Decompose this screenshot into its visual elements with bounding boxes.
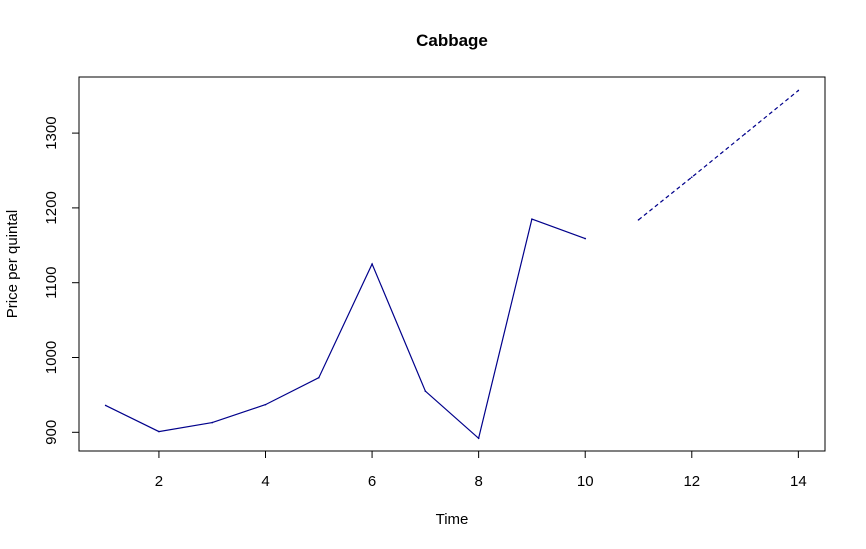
x-tick-label: 12 [683,473,700,490]
y-axis: 900 1000 1100 1200 1300 [43,116,80,445]
x-axis-label: Time [436,511,469,528]
x-tick-label: 6 [368,473,376,490]
y-tick-label: 1100 [43,267,60,299]
data-point [104,404,107,407]
y-tick-label: 1200 [43,191,60,224]
plot-frame [78,76,826,452]
y-tick-label: 1300 [43,116,60,149]
data-point [317,376,320,379]
x-tick-label: 4 [261,473,269,490]
forecast-line [638,90,799,221]
data-point [211,421,214,424]
data-point [637,219,640,221]
data-point [424,390,427,392]
x-tick-label: 10 [577,473,594,490]
price-line [105,218,586,440]
data-point [744,133,746,135]
x-axis: 2 4 6 8 10 12 14 [155,450,807,490]
data-point [371,263,373,265]
y-tick-label: 1000 [43,341,60,374]
data-point [158,430,160,433]
x-tick-label: 2 [155,473,163,490]
data-point [584,237,587,240]
data-point [531,218,533,220]
y-axis-label: Price per quintal [4,210,21,318]
data-point [690,176,693,179]
y-tick-label: 900 [43,420,60,445]
data-point [264,403,267,406]
data-point [477,437,480,440]
series-layer [104,89,800,440]
data-point [797,89,800,92]
chart-title: Cabbage [416,31,488,50]
x-tick-label: 8 [474,473,482,490]
x-tick-label: 14 [790,473,807,490]
